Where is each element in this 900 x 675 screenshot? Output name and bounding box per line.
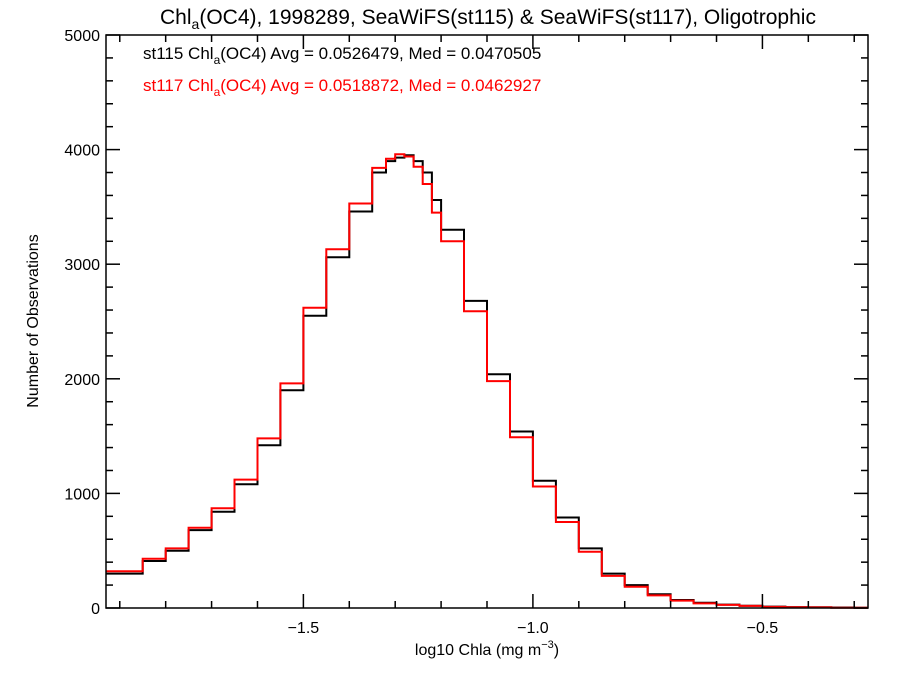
x-tick-label: −1.0	[517, 620, 549, 637]
y-tick-label: 2000	[64, 372, 100, 389]
legend-entry-st117: st117 Chla(OC4) Avg = 0.0518872, Med = 0…	[143, 76, 541, 99]
y-tick-label: 0	[91, 601, 100, 618]
tick-layer: 0 1000 2000 3000 4000 5000 −1.5 −1.0 −0.5	[64, 28, 868, 637]
x-axis-title: log10 Chla (mg m−3)	[415, 639, 559, 659]
y-tick-label: 3000	[64, 257, 100, 274]
legend-entry-st115: st115 Chla(OC4) Avg = 0.0526479, Med = 0…	[143, 44, 541, 67]
series-layer	[106, 153, 868, 609]
y-tick-label: 4000	[64, 143, 100, 160]
chart-title: Chla(OC4), 1998289, SeaWiFS(st115) & Sea…	[160, 6, 816, 32]
legend: st115 Chla(OC4) Avg = 0.0526479, Med = 0…	[143, 44, 541, 99]
y-tick-label: 5000	[64, 28, 100, 45]
x-tick-label: −0.5	[747, 620, 779, 637]
x-tick-label: −1.5	[288, 620, 320, 637]
y-axis-title: Number of Observations	[25, 234, 42, 407]
y-tick-label: 1000	[64, 486, 100, 503]
series-line-st117	[106, 153, 868, 609]
